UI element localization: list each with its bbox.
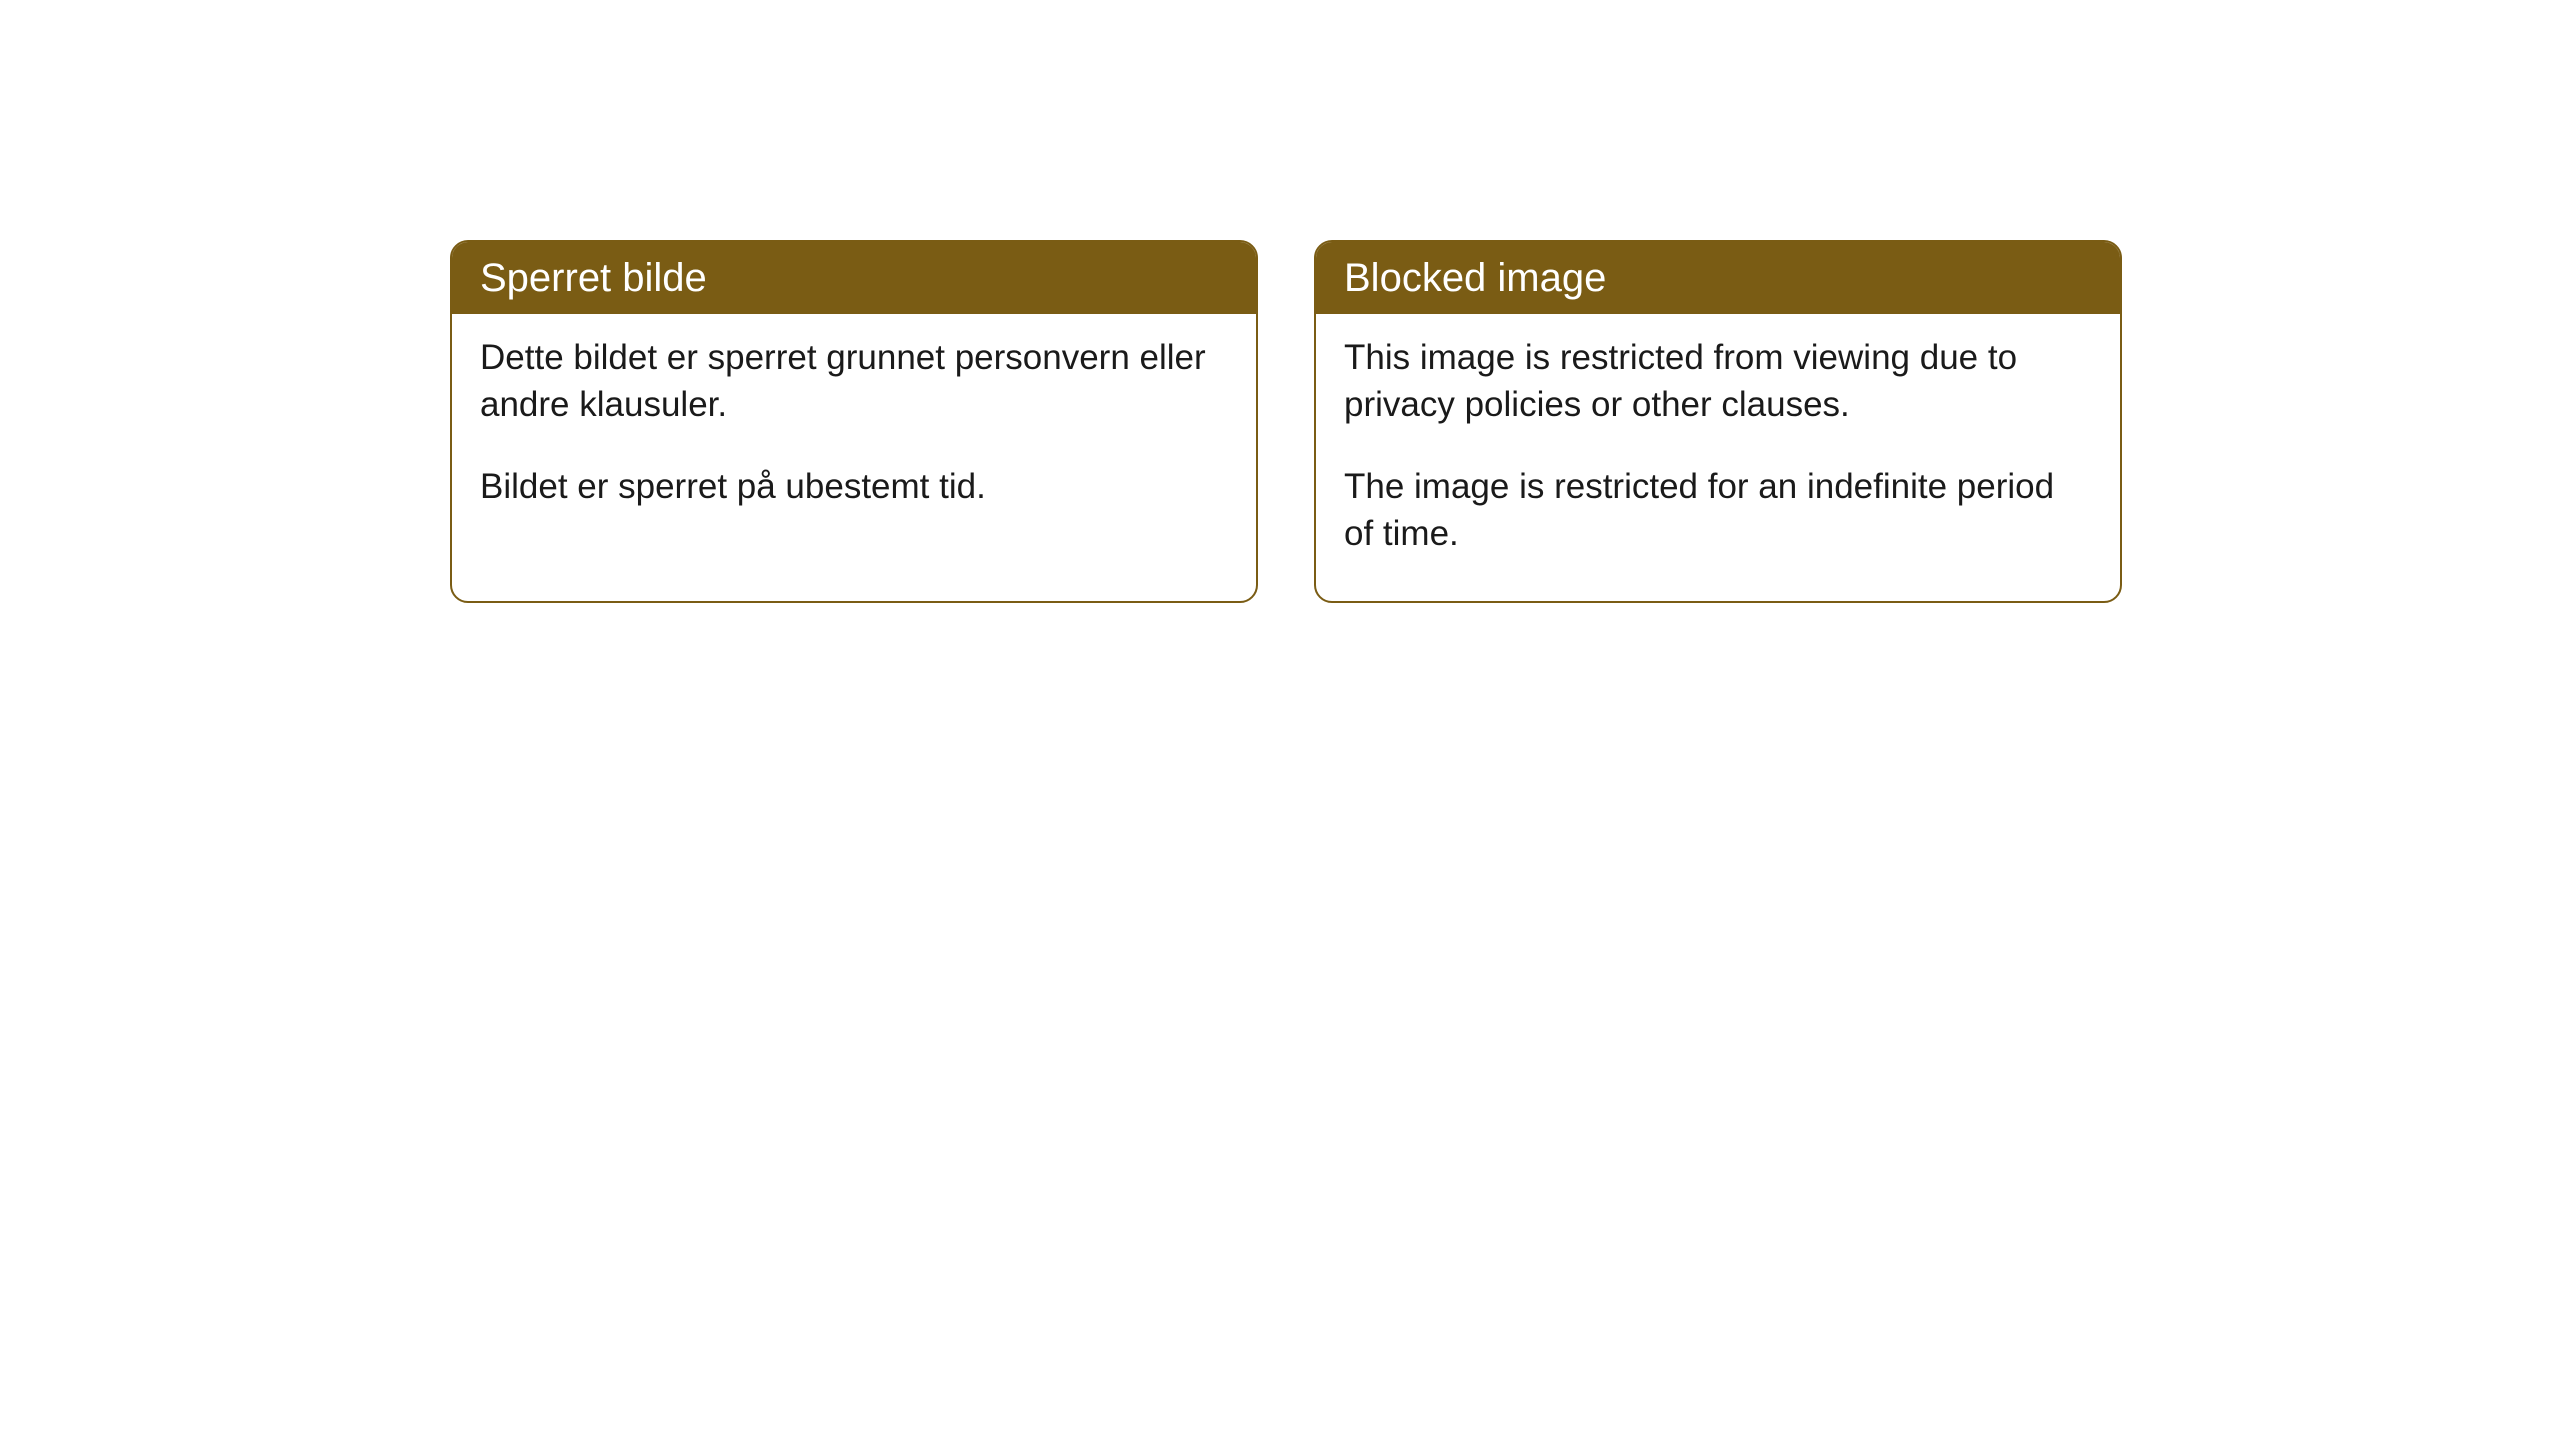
card-paragraph: This image is restricted from viewing du… — [1344, 334, 2092, 429]
card-body-en: This image is restricted from viewing du… — [1316, 314, 2120, 601]
card-header-no: Sperret bilde — [452, 242, 1256, 314]
blocked-image-card-no: Sperret bilde Dette bildet er sperret gr… — [450, 240, 1258, 603]
blocked-image-card-en: Blocked image This image is restricted f… — [1314, 240, 2122, 603]
card-header-en: Blocked image — [1316, 242, 2120, 314]
card-body-no: Dette bildet er sperret grunnet personve… — [452, 314, 1256, 554]
card-paragraph: The image is restricted for an indefinit… — [1344, 463, 2092, 558]
notice-container: Sperret bilde Dette bildet er sperret gr… — [0, 0, 2560, 603]
card-paragraph: Bildet er sperret på ubestemt tid. — [480, 463, 1228, 510]
card-paragraph: Dette bildet er sperret grunnet personve… — [480, 334, 1228, 429]
